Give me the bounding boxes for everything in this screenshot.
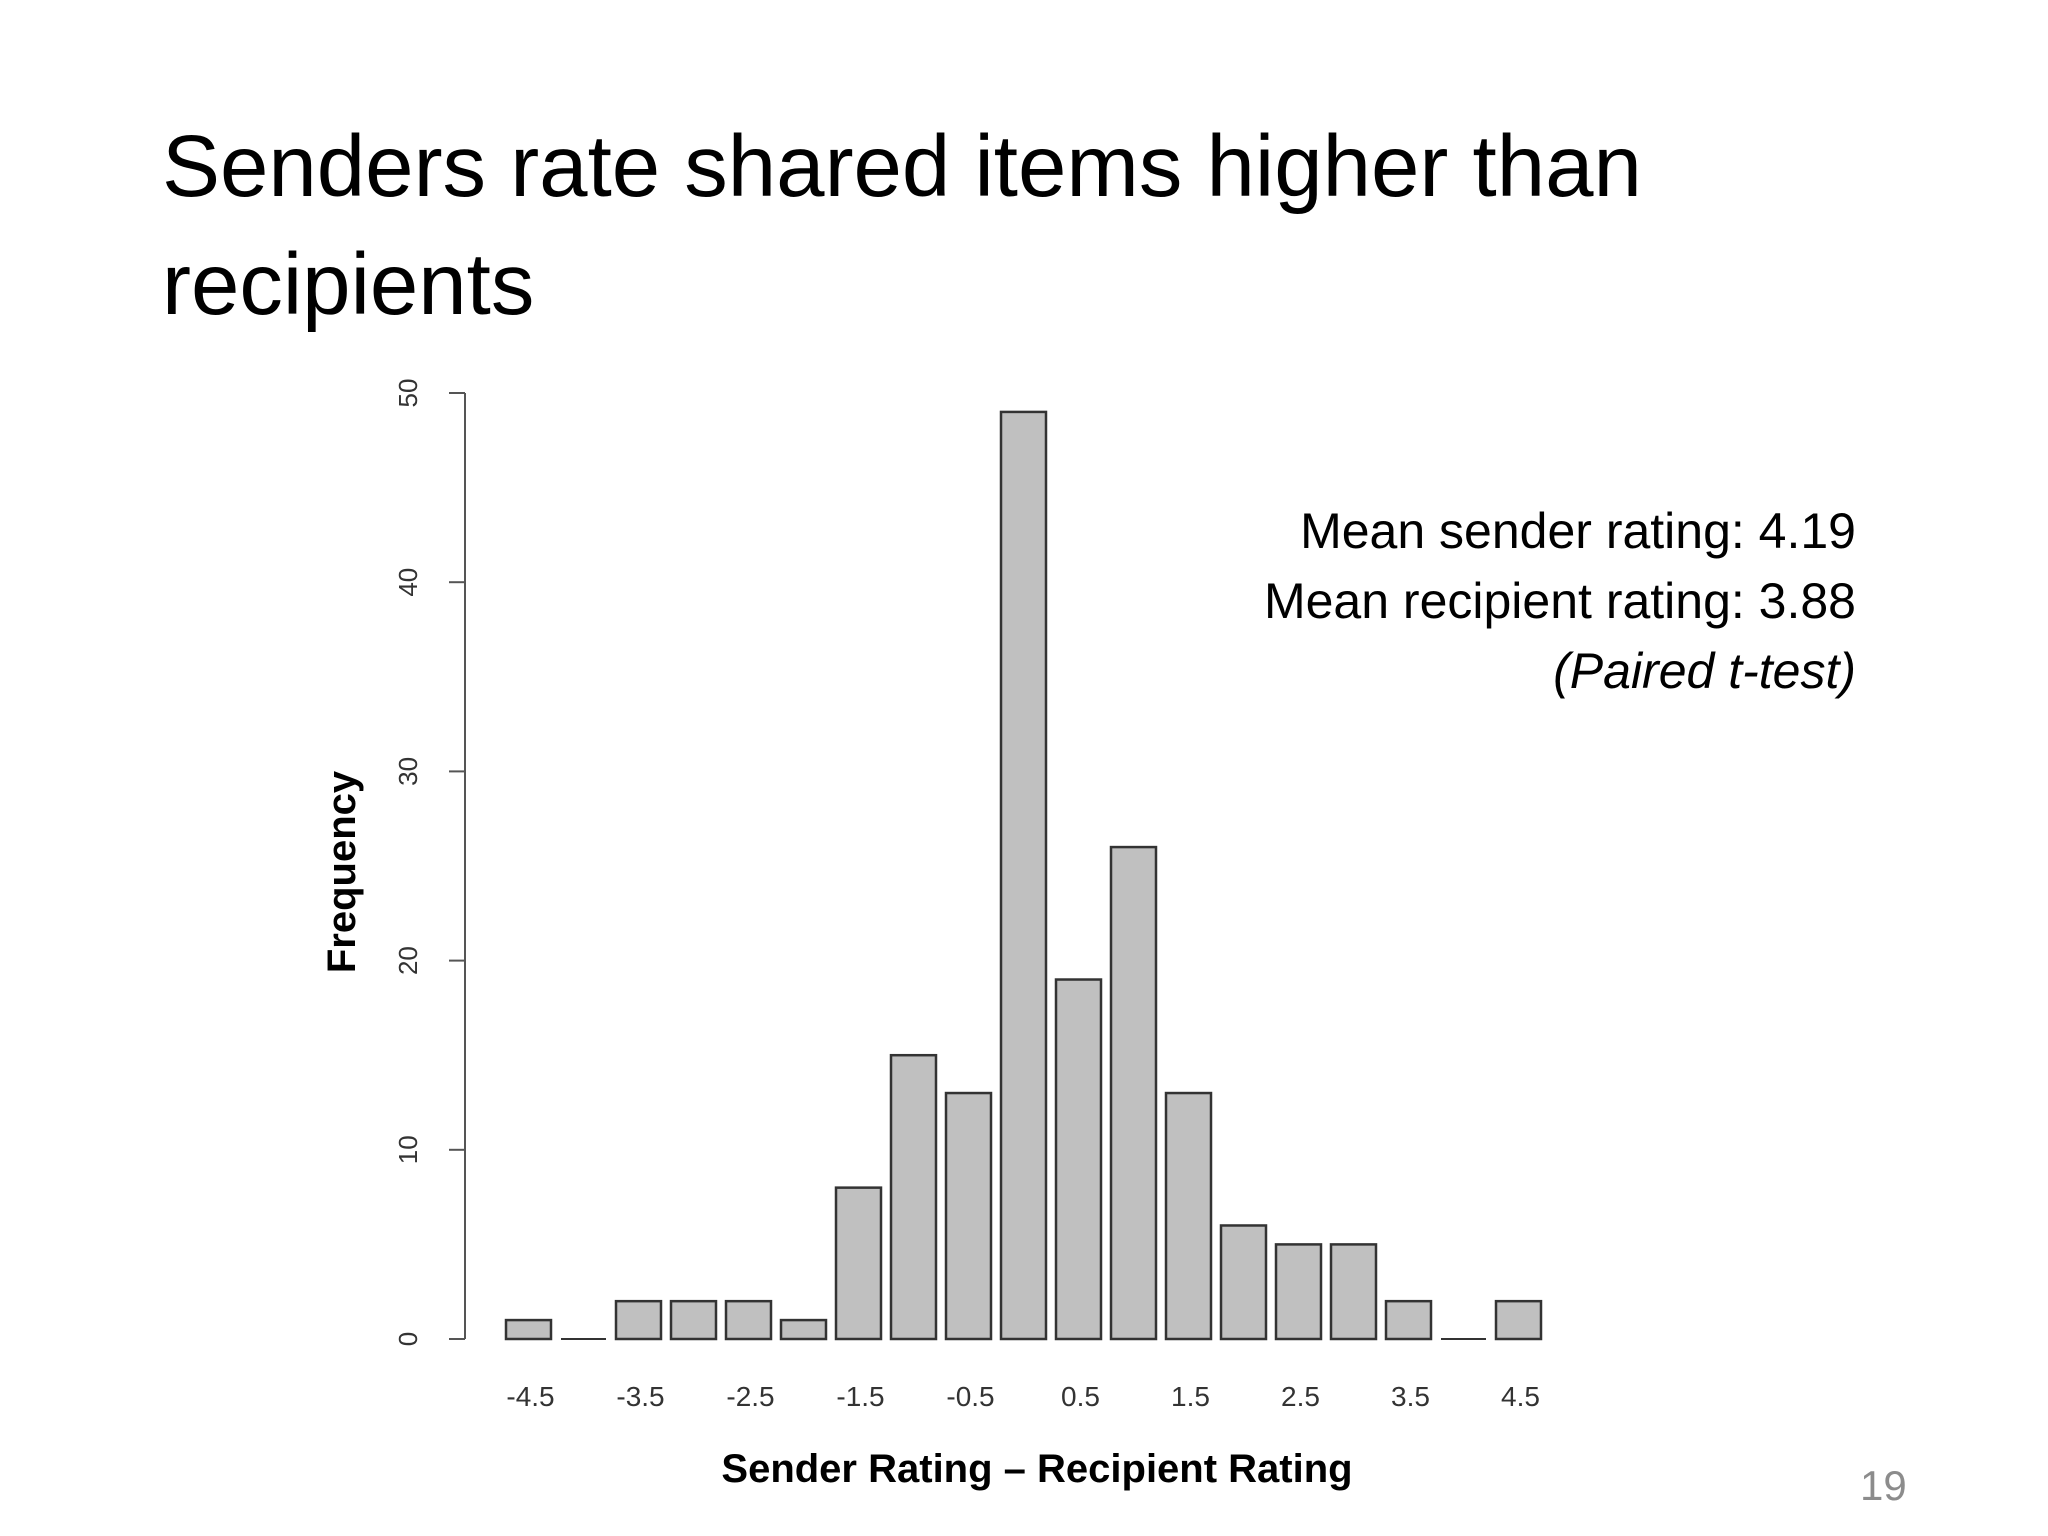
mean-sender-rating: Mean sender rating: 4.19 (1300, 503, 1856, 559)
x-tick-label: -1.5 (836, 1381, 884, 1412)
histogram-bar (1219, 1224, 1268, 1341)
x-axis-label: Sender Rating – Recipient Rating (721, 1447, 1352, 1491)
histogram-bar (614, 1299, 663, 1341)
x-tick-label: -4.5 (506, 1381, 554, 1412)
histogram-bar (944, 1091, 993, 1341)
y-tick-label: 50 (393, 379, 423, 408)
histogram-bar (504, 1318, 553, 1341)
histogram-bar (1164, 1091, 1213, 1341)
test-note: (Paired t-test) (1553, 643, 1856, 699)
x-axis-ticks: -4.5 -3.5 -2.5 -1.5 -0.5 0.5 1.5 2.5 3.5 4.5 (506, 1381, 1540, 1412)
histogram-bar (1329, 1243, 1378, 1341)
histogram-bar (1054, 978, 1103, 1341)
histogram-bar (669, 1299, 718, 1341)
x-tick-label: -3.5 (616, 1381, 664, 1412)
y-tick-label: 20 (393, 946, 423, 975)
histogram-bar (1274, 1243, 1323, 1341)
mean-recipient-rating: Mean recipient rating: 3.88 (1263, 573, 1856, 629)
y-axis-label: Frequency (320, 770, 364, 973)
bars (504, 410, 1543, 1341)
histogram-bar (1494, 1299, 1543, 1341)
histogram-bar (834, 1186, 883, 1341)
x-tick-label: 4.5 (1501, 1381, 1540, 1412)
histogram-bar (889, 1053, 938, 1341)
x-tick-label: 2.5 (1281, 1381, 1320, 1412)
x-tick-label: 0.5 (1061, 1381, 1100, 1412)
y-axis: 0 10 20 30 40 50 (393, 379, 466, 1346)
histogram-bar (724, 1299, 773, 1341)
slide-title: Senders rate shared items higher than re… (162, 118, 1642, 333)
x-tick-label: 1.5 (1171, 1381, 1210, 1412)
y-tick-label: 30 (393, 757, 423, 786)
page-number: 19 (1860, 1462, 1907, 1509)
histogram-bar (999, 410, 1048, 1341)
histogram-bar (779, 1318, 828, 1341)
x-tick-label: -2.5 (726, 1381, 774, 1412)
histogram-bar (1384, 1299, 1433, 1341)
histogram-bar (1109, 845, 1158, 1341)
y-tick-label: 40 (393, 568, 423, 597)
x-tick-label: -0.5 (946, 1381, 994, 1412)
x-tick-label: 3.5 (1391, 1381, 1430, 1412)
y-tick-label: 10 (393, 1135, 423, 1164)
annotation-box: Mean sender rating: 4.19 Mean recipient … (1264, 496, 1856, 706)
y-tick-label: 0 (393, 1332, 423, 1346)
